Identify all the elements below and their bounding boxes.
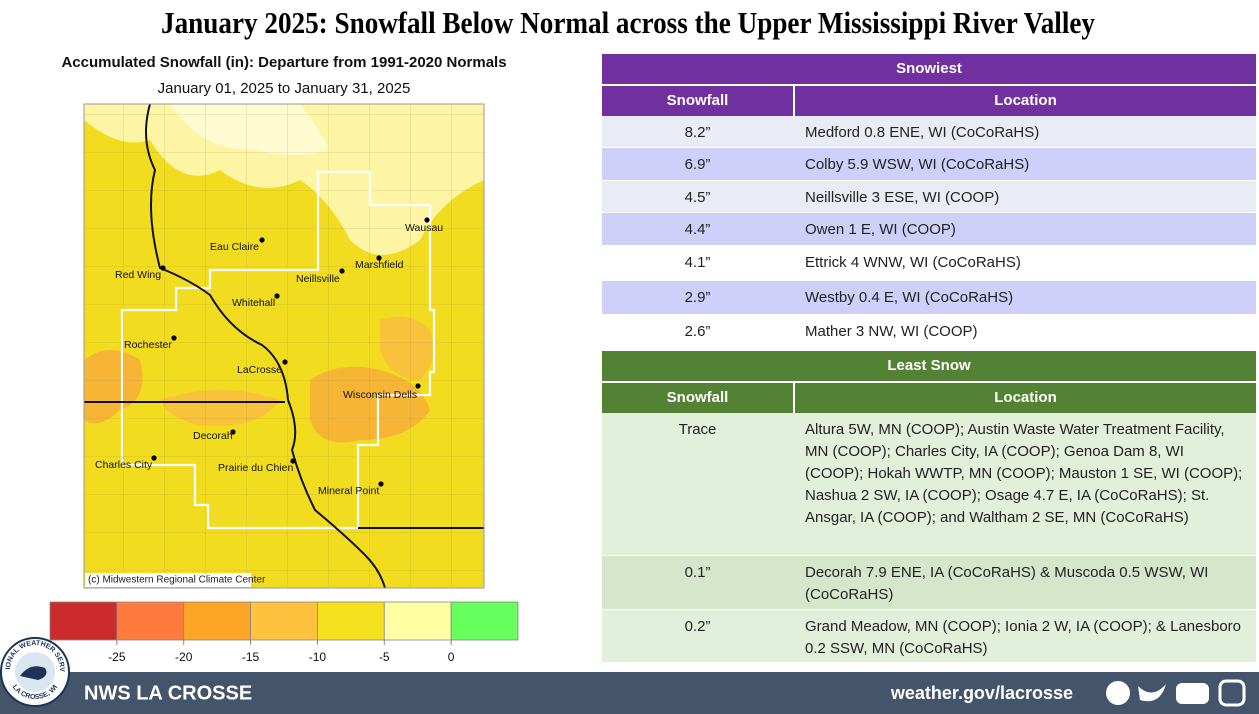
table-row: [602, 116, 1256, 147]
twitter-icon[interactable]: [1138, 684, 1166, 702]
legend-swatch: [183, 601, 251, 641]
table-row: [602, 246, 1256, 280]
table-row: [602, 148, 1256, 180]
instagram-icon[interactable]: [1218, 679, 1246, 707]
social-icons: [1106, 679, 1246, 707]
legend-tick-label: -15: [242, 650, 260, 664]
facebook-icon[interactable]: [1106, 681, 1130, 705]
legend-tick-label: -10: [309, 650, 327, 664]
legend-swatch: [49, 601, 118, 641]
table-row: [602, 213, 1256, 245]
city-dot: [171, 335, 177, 341]
legend-tick-label: 0: [448, 650, 455, 664]
legend-swatch: [250, 601, 318, 641]
city-dot: [160, 265, 166, 271]
location: Mather 3 NW, WI (COOP): [805, 323, 978, 340]
location: Decorah 7.9 ENE, IA (CoCoRaHS) & Muscoda…: [805, 564, 1209, 603]
location: Colby 5.9 WSW, WI (CoCoRaHS): [805, 156, 1030, 173]
table-row: [602, 556, 1256, 609]
map-subtitle: January 01, 2025 to January 31, 2025: [158, 80, 411, 97]
snowfall-value: 8.2”: [684, 124, 711, 141]
map-credit: (c) Midwestern Regional Climate Center: [88, 575, 266, 586]
city-dot: [151, 455, 157, 461]
snowfall-value: 4.5”: [684, 189, 711, 206]
city-label: Wausau: [405, 222, 443, 234]
city-dot: [424, 217, 430, 223]
city-dot: [378, 481, 384, 487]
location: Medford 0.8 ENE, WI (CoCoRaHS): [805, 124, 1040, 141]
logo-text: NATIONAL WEATHER SERVICE: [0, 0, 65, 672]
location: Westby 0.4 E, WI (CoCoRaHS): [805, 289, 1014, 306]
legend-swatch: [116, 601, 185, 641]
column-header: Location: [795, 86, 1256, 116]
snowfall-value: 0.1”: [684, 564, 711, 581]
snowfall-value: 2.9”: [684, 289, 711, 306]
city-label: Mineral Point: [318, 485, 379, 497]
footer-bar: [0, 672, 1259, 714]
location: Neillsville 3 ESE, WI (COOP): [805, 189, 1000, 206]
legend-swatch: [317, 601, 385, 641]
city-label: Rochester: [124, 339, 172, 351]
city-dot: [415, 383, 421, 389]
table-title: Least Snow: [602, 351, 1256, 381]
city-label: Red Wing: [115, 269, 161, 281]
location: Owen 1 E, WI (COOP): [805, 221, 956, 238]
map: (c) Midwestern Regional Climate Center: [83, 103, 485, 589]
snowfall-value: Trace: [678, 421, 717, 438]
legend-swatch: [450, 601, 519, 641]
snowfall-value: 4.1”: [684, 254, 711, 271]
table-row: [602, 181, 1256, 212]
legend-tick-label: -20: [175, 650, 193, 664]
office-name: NWS LA CROSSE: [84, 682, 252, 704]
city-label: Eau Claire: [210, 241, 259, 253]
map-title: Accumulated Snowfall (in): Departure fro…: [61, 54, 506, 71]
city-label: LaCrosse: [237, 364, 282, 376]
city-label: Decorah: [193, 430, 233, 442]
page-title: January 2025: Snowfall Below Normal acro…: [161, 5, 1095, 40]
column-header: Snowfall: [602, 383, 793, 413]
snowfall-value: 0.2”: [684, 618, 711, 635]
city-label: Charles City: [95, 459, 153, 471]
location: Grand Meadow, MN (COOP); Ionia 2 W, IA (…: [805, 618, 1241, 657]
city-dot: [274, 293, 280, 299]
legend-tick-label: -25: [108, 650, 126, 664]
city-dot: [230, 429, 236, 435]
city-label: Wisconsin Dells: [343, 389, 417, 401]
city-dot: [339, 268, 345, 274]
location: Altura 5W, MN (COOP); Austin Waste Water…: [805, 421, 1243, 526]
youtube-icon[interactable]: [1176, 683, 1209, 704]
snowfall-value: 6.9”: [684, 156, 711, 173]
column-header: Snowfall: [602, 86, 793, 116]
table-row: [602, 281, 1256, 314]
city-label: Prairie du Chien: [218, 462, 293, 474]
legend-tick-label: -5: [379, 650, 390, 664]
snowfall-value: 2.6”: [684, 323, 711, 340]
city-label: Neillsville: [296, 273, 340, 285]
city-dot: [376, 255, 382, 261]
snowfall-value: 4.4”: [684, 221, 711, 238]
column-header: Location: [795, 383, 1256, 413]
city-label: Whitehall: [232, 297, 275, 309]
city-label: Marshfield: [355, 259, 404, 271]
legend-swatch: [383, 601, 452, 641]
city-dot: [259, 237, 265, 243]
table-row: [602, 315, 1256, 348]
table-title: Snowiest: [602, 54, 1256, 84]
location: Ettrick 4 WNW, WI (CoCoRaHS): [805, 254, 1021, 271]
table-row: [602, 610, 1256, 662]
website[interactable]: weather.gov/lacrosse: [890, 683, 1073, 703]
table-row: [602, 413, 1256, 555]
city-dot: [282, 359, 288, 365]
city-dot: [290, 458, 296, 464]
